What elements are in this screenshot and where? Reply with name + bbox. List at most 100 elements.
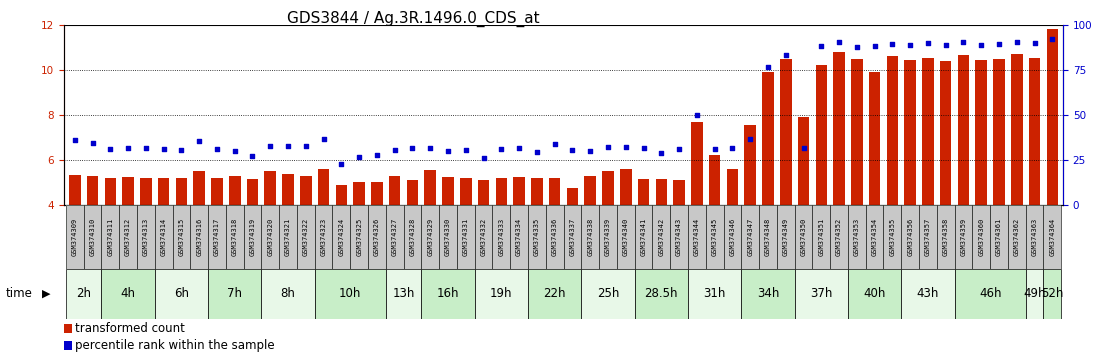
Bar (955, 269, 1025, 319)
Point (937, 42, 955, 48)
Text: GSM374353: GSM374353 (854, 218, 860, 256)
Bar (262, 205, 280, 269)
Bar (634, 269, 688, 319)
Text: 8h: 8h (281, 287, 295, 300)
Point (457, 147, 475, 153)
Bar (958, 55, 969, 205)
Point (990, 41, 1008, 47)
Bar (64, 324, 72, 333)
Point (528, 149, 546, 155)
Point (812, 44, 830, 49)
Bar (1046, 29, 1059, 205)
Bar (794, 205, 848, 269)
Bar (87, 176, 98, 205)
Bar (66, 205, 102, 269)
Text: 34h: 34h (757, 287, 779, 300)
Point (262, 143, 280, 148)
Bar (869, 72, 881, 205)
Bar (208, 205, 225, 269)
Text: GSM374313: GSM374313 (143, 218, 149, 256)
Text: GSM374310: GSM374310 (90, 218, 95, 256)
Bar (745, 125, 756, 205)
Point (172, 147, 190, 153)
Text: percentile rank within the sample: percentile rank within the sample (75, 339, 275, 352)
Text: transformed count: transformed count (75, 322, 185, 335)
Point (777, 52, 794, 58)
Point (280, 143, 297, 148)
Bar (532, 178, 543, 205)
Bar (155, 269, 208, 319)
Bar (211, 178, 223, 205)
Bar (140, 178, 151, 205)
Text: GSM374334: GSM374334 (516, 218, 523, 256)
Bar (514, 177, 525, 205)
Point (741, 136, 759, 142)
Bar (1043, 205, 1061, 269)
Bar (354, 182, 365, 205)
Bar (282, 174, 294, 205)
Text: GSM374316: GSM374316 (197, 218, 202, 256)
Point (208, 146, 225, 152)
Text: 43h: 43h (917, 287, 939, 300)
Bar (581, 269, 634, 319)
Text: GSM374350: GSM374350 (800, 218, 807, 256)
Bar (634, 205, 688, 269)
Text: GSM374323: GSM374323 (320, 218, 327, 256)
Text: GSM374327: GSM374327 (391, 218, 398, 256)
Bar (208, 269, 262, 319)
Bar (798, 117, 809, 205)
Point (652, 150, 670, 156)
Point (66, 137, 84, 143)
Point (902, 42, 919, 48)
Bar (69, 175, 81, 205)
Text: GSM374348: GSM374348 (765, 218, 771, 256)
Bar (403, 205, 421, 269)
Bar (368, 205, 386, 269)
Bar (833, 52, 845, 205)
Bar (1025, 269, 1043, 319)
Bar (495, 178, 507, 205)
Bar (1043, 269, 1061, 319)
Text: 6h: 6h (173, 287, 189, 300)
Point (724, 145, 741, 150)
Text: GSM374315: GSM374315 (178, 218, 185, 256)
Bar (993, 59, 1004, 205)
Bar (243, 205, 262, 269)
Bar (812, 205, 830, 269)
Point (671, 146, 688, 152)
Point (1043, 36, 1061, 42)
Bar (794, 205, 812, 269)
Point (634, 145, 652, 150)
Point (368, 152, 386, 158)
Bar (528, 205, 546, 269)
Text: time: time (6, 287, 32, 300)
Text: GSM374326: GSM374326 (373, 218, 380, 256)
Point (297, 143, 315, 148)
Text: 13h: 13h (392, 287, 414, 300)
Bar (208, 205, 262, 269)
Bar (1025, 205, 1043, 269)
Bar (599, 205, 617, 269)
Bar (671, 205, 688, 269)
Text: GSM374336: GSM374336 (551, 218, 558, 256)
Text: GSM374318: GSM374318 (232, 218, 238, 256)
Bar (66, 205, 84, 269)
Bar (884, 205, 902, 269)
Text: GSM374312: GSM374312 (125, 218, 131, 256)
Bar (815, 65, 827, 205)
Point (315, 136, 333, 142)
Bar (315, 205, 333, 269)
Text: 25h: 25h (597, 287, 619, 300)
Bar (620, 169, 632, 205)
Point (119, 145, 137, 150)
Bar (280, 205, 297, 269)
Text: GSM374320: GSM374320 (267, 218, 273, 256)
Bar (493, 205, 511, 269)
Bar (673, 181, 685, 205)
Bar (794, 269, 848, 319)
Bar (301, 176, 312, 205)
Bar (102, 205, 119, 269)
Text: 4h: 4h (120, 287, 136, 300)
Bar (1025, 205, 1043, 269)
Point (919, 40, 937, 46)
